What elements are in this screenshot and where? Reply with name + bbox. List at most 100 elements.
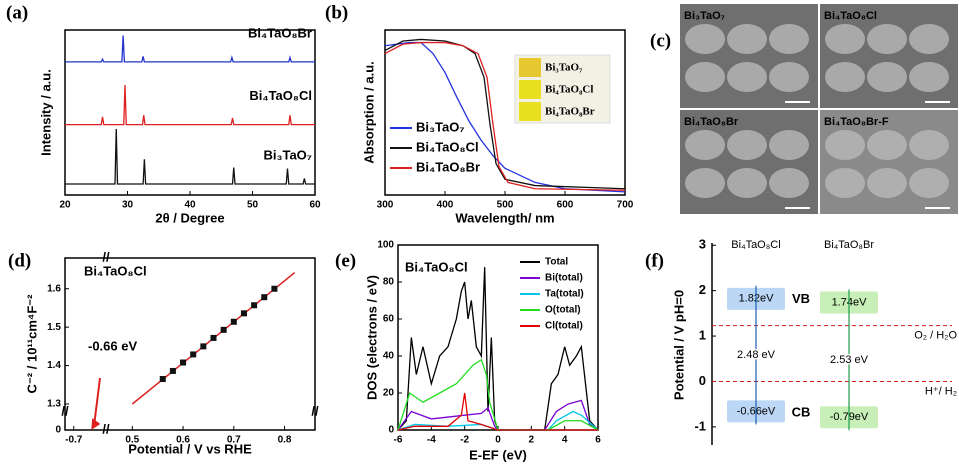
arrow-head	[91, 418, 101, 430]
panel-label: (a)	[6, 2, 28, 23]
y-tick-label: -1	[694, 418, 706, 433]
data-point	[230, 318, 237, 325]
axis-break: //	[102, 421, 110, 436]
data-point	[220, 326, 227, 333]
y-tick-label: 1.5	[47, 322, 61, 333]
x-tick-label: 0	[495, 435, 501, 446]
x-tick-label: 2	[529, 435, 535, 446]
y-tick-label: 0	[388, 425, 394, 436]
data-point	[240, 310, 247, 317]
particle	[867, 130, 907, 160]
y-tick-label: 100	[377, 240, 394, 251]
particle	[685, 62, 725, 92]
y-axis-label: Absorption / a.u.	[361, 61, 376, 164]
x-axis-label: E-EF (eV)	[469, 447, 527, 462]
x-tick-label: -0.7	[65, 435, 83, 446]
series-line	[397, 399, 599, 431]
particle	[685, 168, 725, 198]
x-tick-label: 0.7	[227, 435, 241, 446]
panel-label: (c)	[650, 30, 671, 51]
x-tick-label: 0.6	[176, 435, 190, 446]
x-tick-label: 40	[184, 200, 196, 211]
particle	[909, 24, 949, 54]
sample-photo	[519, 80, 541, 99]
redox-label: O₂ / H₂O	[914, 330, 957, 342]
x-tick-label: 700	[617, 200, 634, 211]
x-tick-label: -4	[427, 435, 436, 446]
y-tick-label: 1.6	[47, 283, 61, 294]
series-line	[384, 38, 626, 190]
material-name: Bi₄TaO₈Cl	[731, 239, 780, 251]
y-tick-label: 2	[699, 282, 706, 297]
y-tick-label: 1.4	[47, 360, 61, 371]
legend-label: O(total)	[545, 305, 581, 316]
panel-label: (d)	[8, 250, 31, 271]
series-name: Bi₃TaO₇	[263, 147, 312, 162]
x-tick-label: 30	[122, 200, 134, 211]
x-tick-label: 60	[309, 200, 321, 211]
data-point	[169, 367, 176, 374]
particle	[769, 24, 809, 54]
x-tick-label: 400	[437, 200, 454, 211]
x-tick-label: 0.8	[278, 435, 292, 446]
series-line	[65, 128, 315, 185]
legend-label: Bi₄TaO₈Cl	[416, 139, 479, 154]
gap-label: 2.53 eV	[830, 354, 869, 366]
axis-break: //	[61, 403, 69, 418]
x-tick-label: 4	[562, 435, 568, 446]
y-axis-label: Intensity / a.u.	[38, 69, 53, 156]
y-tick-label: 80	[383, 277, 395, 288]
legend-label: Ta(total)	[545, 289, 584, 300]
series-line	[65, 84, 315, 126]
x-tick-label: -6	[394, 435, 403, 446]
plot-frame	[64, 257, 316, 431]
image-label: Bi₃TaO₇	[684, 10, 725, 22]
band-label: VB	[792, 291, 810, 306]
y-tick-label: 0	[55, 425, 61, 436]
legend-label: Total	[545, 257, 568, 268]
x-axis-label: Potential / V vs RHE	[128, 441, 252, 456]
particle	[727, 62, 767, 92]
series-line	[397, 267, 599, 431]
legend-label: Bi(total)	[545, 273, 583, 284]
legend-label: Bi₄TaO₈Br	[416, 159, 480, 174]
data-point	[190, 351, 197, 358]
particle	[727, 24, 767, 54]
particle	[867, 168, 907, 198]
x-axis-label: 2θ / Degree	[155, 210, 224, 225]
particle	[685, 24, 725, 54]
y-tick-label: 3	[699, 237, 706, 252]
y-axis-label: DOS (electrons / eV)	[364, 275, 379, 400]
series-line	[397, 392, 598, 431]
data-point	[180, 359, 187, 366]
data-point	[271, 285, 278, 292]
x-tick-label: 20	[59, 200, 71, 211]
intercept-arrow	[93, 377, 101, 425]
inset-label: Bi₃TaO₇	[545, 62, 583, 74]
particle	[727, 130, 767, 160]
sample-photo	[519, 58, 541, 77]
sample-photo	[519, 102, 541, 121]
particle	[909, 62, 949, 92]
y-tick-label: 1.3	[47, 399, 61, 410]
particle	[769, 62, 809, 92]
axis-break: //	[311, 403, 319, 418]
data-point	[200, 343, 207, 350]
x-axis-label: Wavelength/ nm	[455, 210, 554, 225]
gap-label: 2.48 eV	[737, 349, 776, 361]
particle	[909, 130, 949, 160]
y-tick-label: 40	[383, 351, 395, 362]
particle	[825, 24, 865, 54]
particle	[769, 130, 809, 160]
inset-label: Bi₄TaO₈Br	[545, 106, 595, 118]
legend-label: Bi₃TaO₇	[416, 119, 465, 134]
x-tick-label: 0.5	[125, 435, 139, 446]
panel-label: (e)	[335, 250, 356, 271]
plot-title: Bi₄TaO₈Cl	[84, 263, 147, 278]
x-tick-label: 500	[497, 200, 514, 211]
y-tick-label: 20	[383, 388, 395, 399]
inset-label: Bi₄TaO₈Cl	[545, 84, 593, 96]
data-point	[261, 294, 268, 301]
x-tick-label: 50	[247, 200, 259, 211]
